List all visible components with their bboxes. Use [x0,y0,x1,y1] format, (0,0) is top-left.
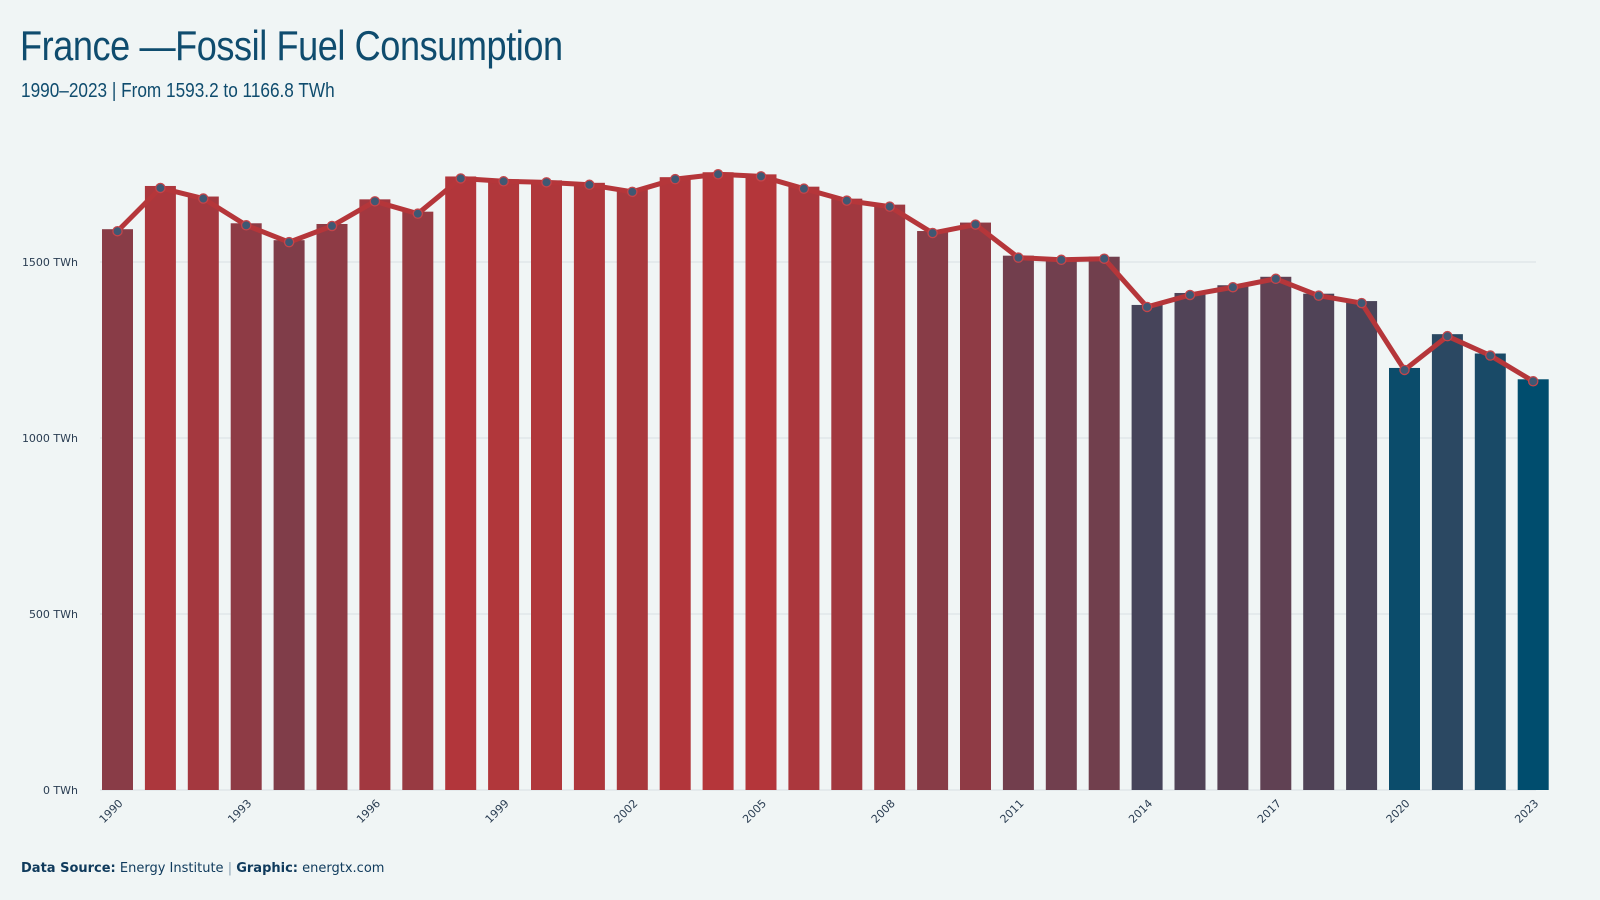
marker-layer [112,168,1539,387]
bar [745,174,777,791]
data-point [1270,273,1282,285]
x-tick-label: 1993 [225,797,254,826]
footer-separator: | [227,861,233,876]
bar [1174,292,1206,790]
bar [917,231,949,791]
data-point [755,171,767,182]
data-point [927,227,938,239]
bar [1431,334,1463,790]
x-tick-label: 1996 [354,797,383,826]
chart-subtitle: 1990–2023 | From 1593.2 to 1166.8 TWh [21,80,335,102]
data-point [326,220,338,232]
bar [402,211,434,790]
x-tick-label: 2020 [1384,797,1413,826]
graphic-label: Graphic: [236,861,298,876]
data-point [240,220,252,231]
data-point [798,183,810,194]
bar [1303,293,1335,790]
bar [702,172,734,791]
data-point [669,173,681,185]
bar [488,179,520,790]
y-tick-label: 500 TWh [29,608,78,621]
bar [1474,353,1506,790]
bar [187,196,219,790]
data-point [112,225,123,237]
bar [1346,301,1378,790]
footer: Data Source: Energy Institute | Graphic:… [21,861,384,876]
data-point [1141,301,1153,313]
bar [1131,304,1163,790]
chart-title: France —Fossil Fuel Consumption [20,22,563,69]
bar [960,222,991,791]
data-point [712,168,724,180]
y-tick-label: 0 TWh [43,784,78,797]
data-point [1442,330,1453,342]
data-point [1356,297,1367,309]
data-point [455,173,466,184]
data-point [541,177,552,188]
data-point [884,201,895,212]
x-tick-label: 2011 [998,797,1027,826]
data-point [412,208,424,219]
line-layer [115,171,1536,384]
bar [788,186,820,790]
bar [1517,379,1549,790]
bar [874,204,906,790]
x-tick-label: 2005 [740,797,769,826]
data-point [841,195,853,206]
x-axis-tick-labels: 1990 1993 1996 1999 2002 2005 2008 2011 2014 2017… [97,797,1542,826]
bar [659,177,691,791]
x-tick-label: 2023 [1512,797,1541,826]
x-tick-label: 2008 [869,797,898,826]
y-tick-label: 1500 TWh [22,256,78,269]
data-point [1227,281,1239,293]
bar-layer [102,172,1549,791]
data-point [970,219,981,230]
data-point [198,193,209,204]
data-point [1527,376,1539,387]
data-point [1013,252,1024,263]
data-point [627,186,638,198]
data-point [283,236,295,248]
bar [445,176,477,791]
x-tick-label: 1990 [97,797,126,826]
bar [1088,256,1120,791]
bar [616,189,648,791]
bar [1260,276,1292,790]
x-tick-label: 2017 [1255,797,1284,826]
data-point [1056,254,1067,266]
data-point [584,179,595,191]
bar [102,229,133,790]
bar [316,223,348,790]
bar [230,223,262,790]
data-point [155,182,166,194]
bar [531,180,562,790]
bar [573,182,605,791]
data-point [1399,364,1410,376]
x-tick-label: 1999 [483,797,512,826]
bar [1045,257,1077,790]
x-tick-label: 2014 [1126,797,1155,826]
data-point [1098,253,1110,264]
bar [144,185,176,790]
x-tick-label: 2002 [611,797,640,826]
bar [1389,367,1420,790]
trend-line [115,171,1536,384]
bar [1217,285,1249,790]
data-point [1485,350,1496,361]
data-point [369,196,381,207]
data-point [1313,290,1324,301]
bar [273,240,305,790]
data-point [498,176,509,187]
source-value: Energy Institute [119,861,224,876]
bar [1002,255,1034,790]
bar [831,198,863,790]
bar [359,199,391,790]
data-point [1184,289,1196,301]
graphic-value: energtx.com [302,861,385,876]
source-label: Data Source: [21,861,116,876]
y-tick-label: 1000 TWh [22,432,78,445]
y-axis-tick-labels: 0 TWh 500 TWh 1000 TWh 1500 TWh [22,256,78,797]
